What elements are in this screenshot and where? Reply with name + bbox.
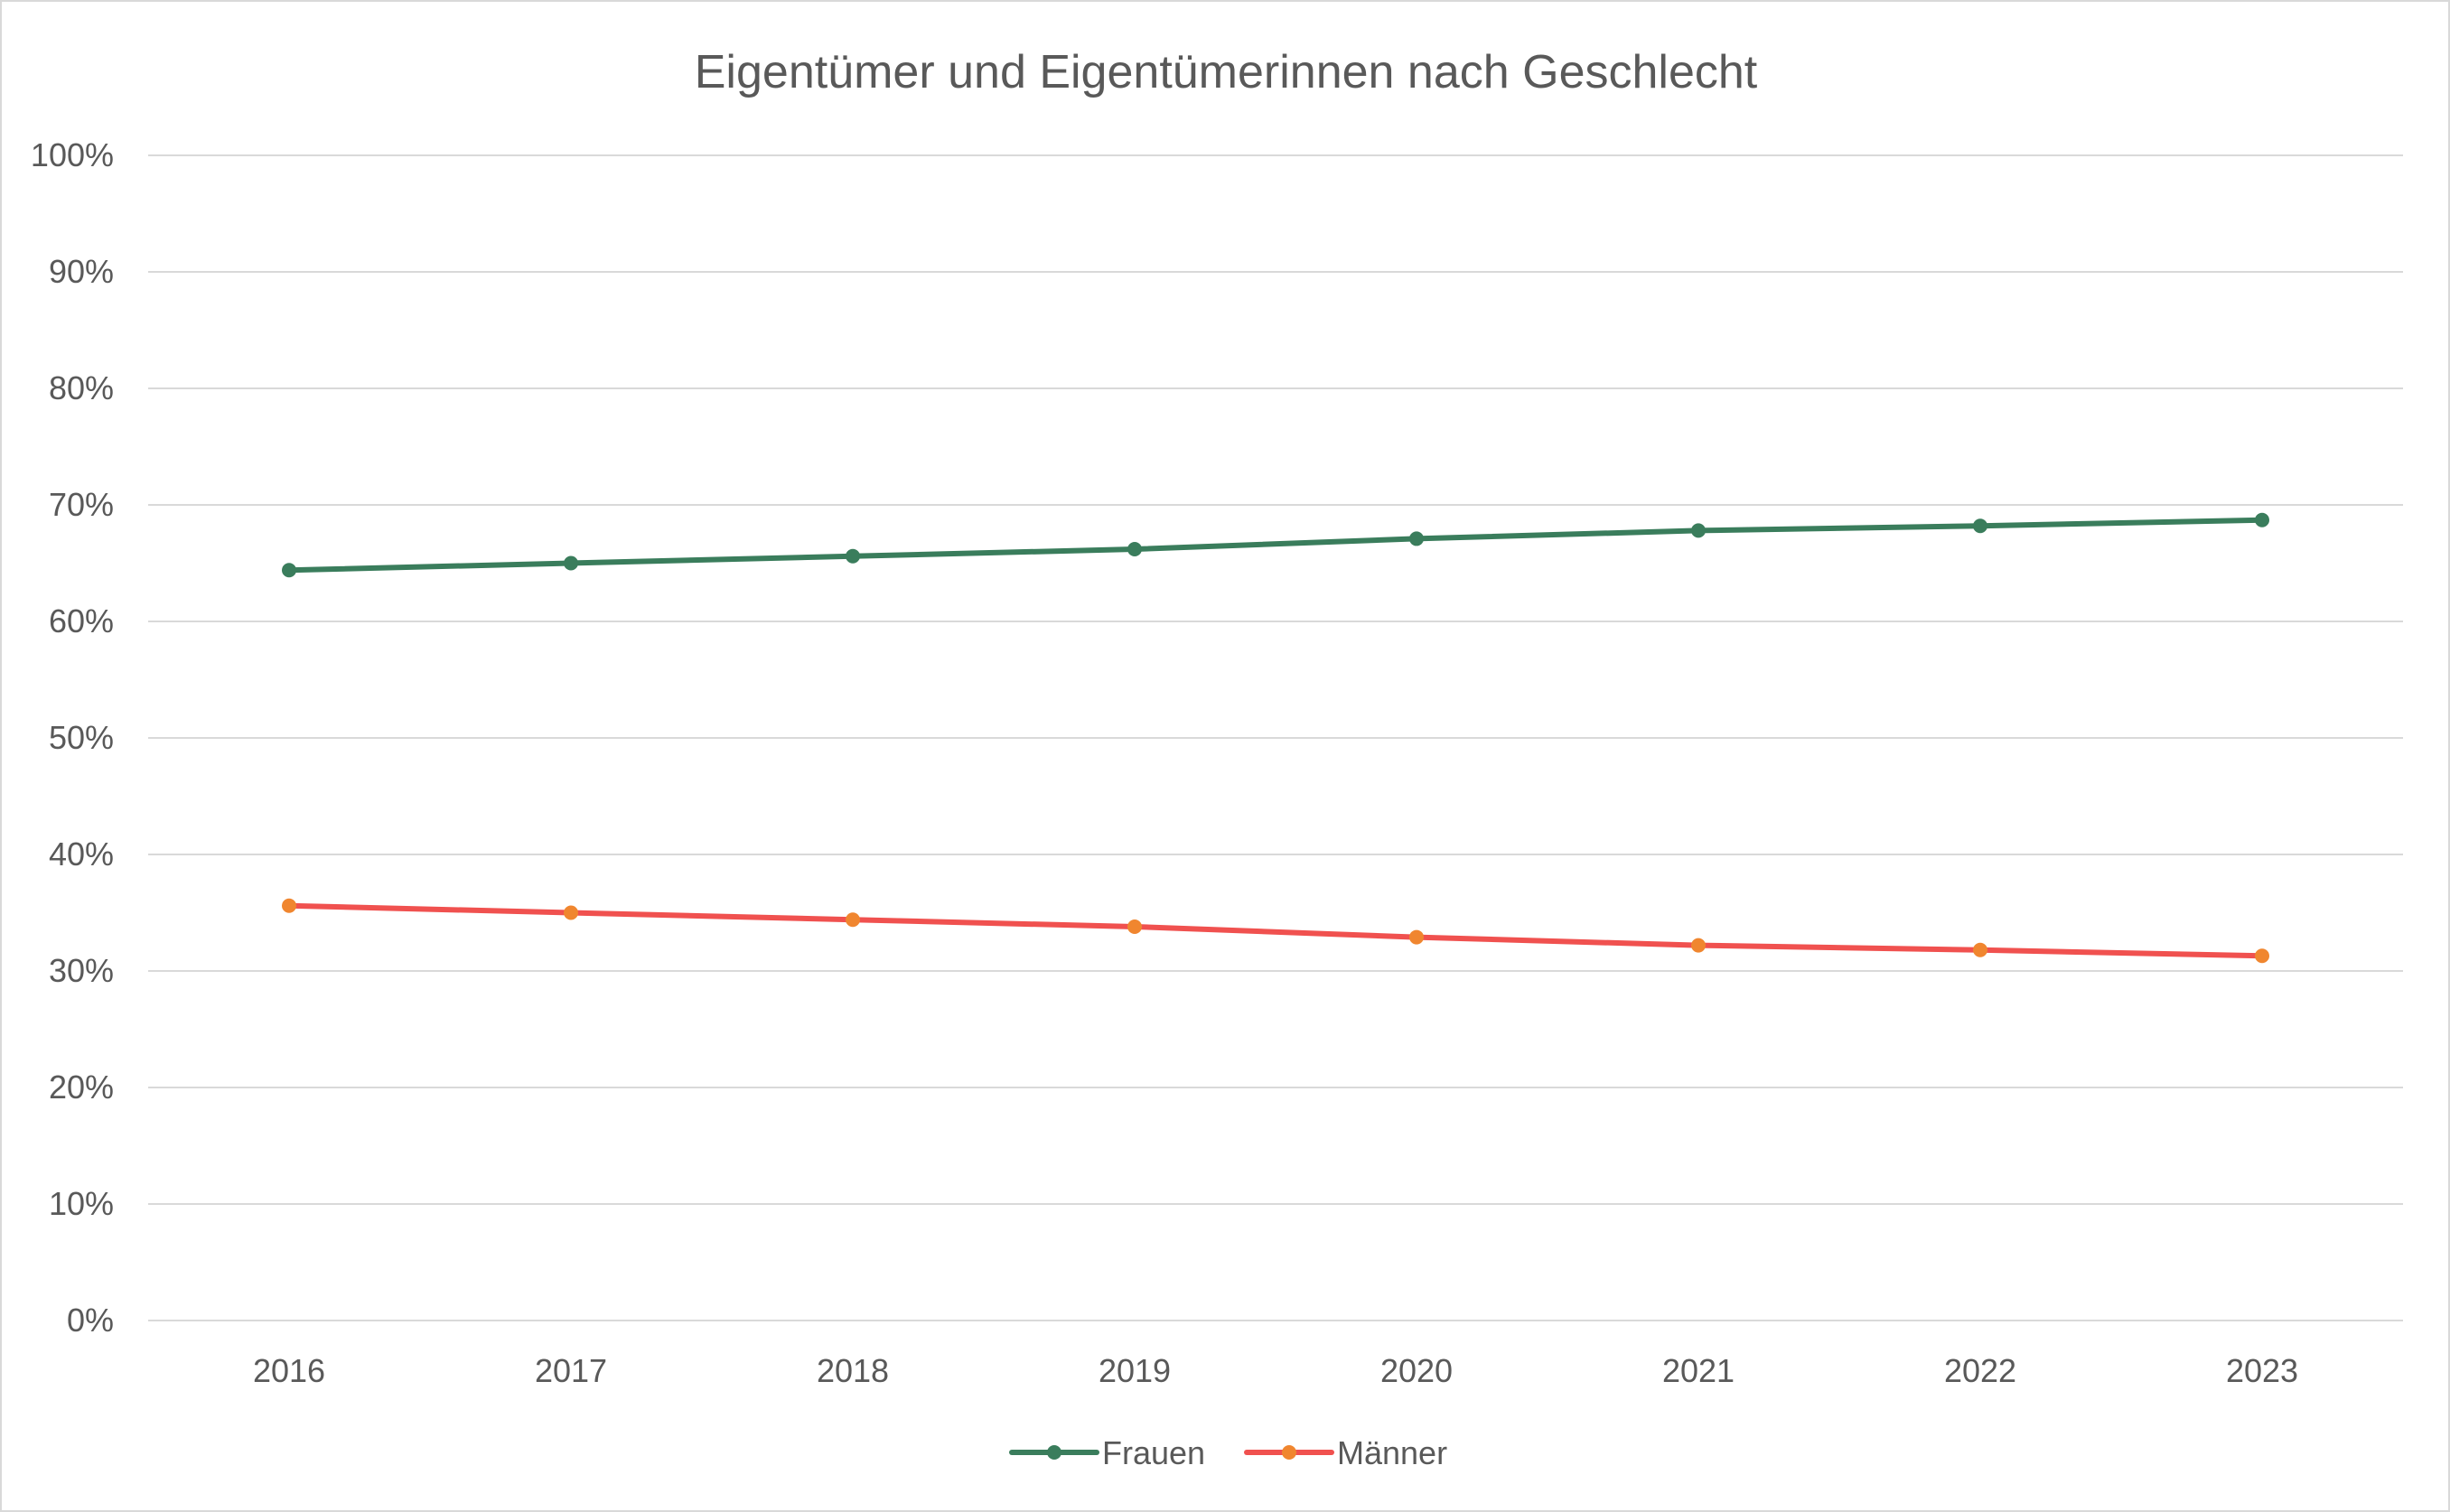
data-point-m-nner [1409,929,1424,945]
x-axis-ticks: 2016 2017 2018 2019 2020 2021 2022 2023 [253,1352,2298,1389]
y-tick-label: 90% [49,253,114,290]
y-tick-label: 70% [49,486,114,523]
y-tick-label: 80% [49,369,114,406]
x-tick-label: 2022 [1944,1352,2016,1389]
data-point-frauen [846,548,860,564]
series-group [282,512,2269,964]
y-tick-label: 0% [67,1302,114,1339]
x-tick-label: 2023 [2226,1352,2298,1389]
data-point-m-nner [846,912,860,928]
y-tick-label: 10% [49,1185,114,1222]
y-tick-label: 20% [49,1069,114,1106]
x-tick-label: 2016 [253,1352,325,1389]
y-tick-label: 30% [49,952,114,989]
data-point-frauen [1127,542,1142,557]
legend-label-m-nner: Männer [1337,1434,1447,1471]
x-tick-label: 2018 [817,1352,889,1389]
y-tick-label: 60% [49,602,114,639]
series-line-frauen [286,517,2265,574]
data-point-frauen [1691,523,1706,538]
y-tick-label: 50% [49,719,114,756]
data-point-m-nner [1691,938,1706,953]
gridlines [148,154,2403,1321]
data-point-m-nner [564,905,578,920]
y-axis-ticks: 0% 10% 20% 30% 40% 50% 60% 70% 80% 90% 100% [31,136,114,1339]
data-point-frauen [2255,512,2269,527]
legend-marker-frauen [1047,1445,1061,1460]
legend-marker-m-nner [1282,1445,1296,1460]
data-point-frauen [1973,518,1987,534]
data-point-m-nner [2255,948,2269,964]
y-tick-label: 100% [31,136,114,173]
x-tick-label: 2017 [535,1352,607,1389]
x-tick-label: 2019 [1099,1352,1171,1389]
legend-label-frauen: Frauen [1102,1434,1205,1471]
legend: Frauen Männer [1009,1434,1447,1471]
x-tick-label: 2020 [1380,1352,1453,1389]
series-line-m-nner [286,902,2265,959]
y-tick-label: 40% [49,835,114,873]
data-point-m-nner [1127,919,1142,934]
chart-title: Eigentümer und Eigentümerinnen nach Gesc… [695,46,1758,98]
data-point-m-nner [282,898,296,913]
data-point-frauen [1409,531,1424,546]
data-point-frauen [564,555,578,571]
data-point-m-nner [1973,942,1987,957]
x-tick-label: 2021 [1662,1352,1735,1389]
data-point-frauen [282,563,296,578]
